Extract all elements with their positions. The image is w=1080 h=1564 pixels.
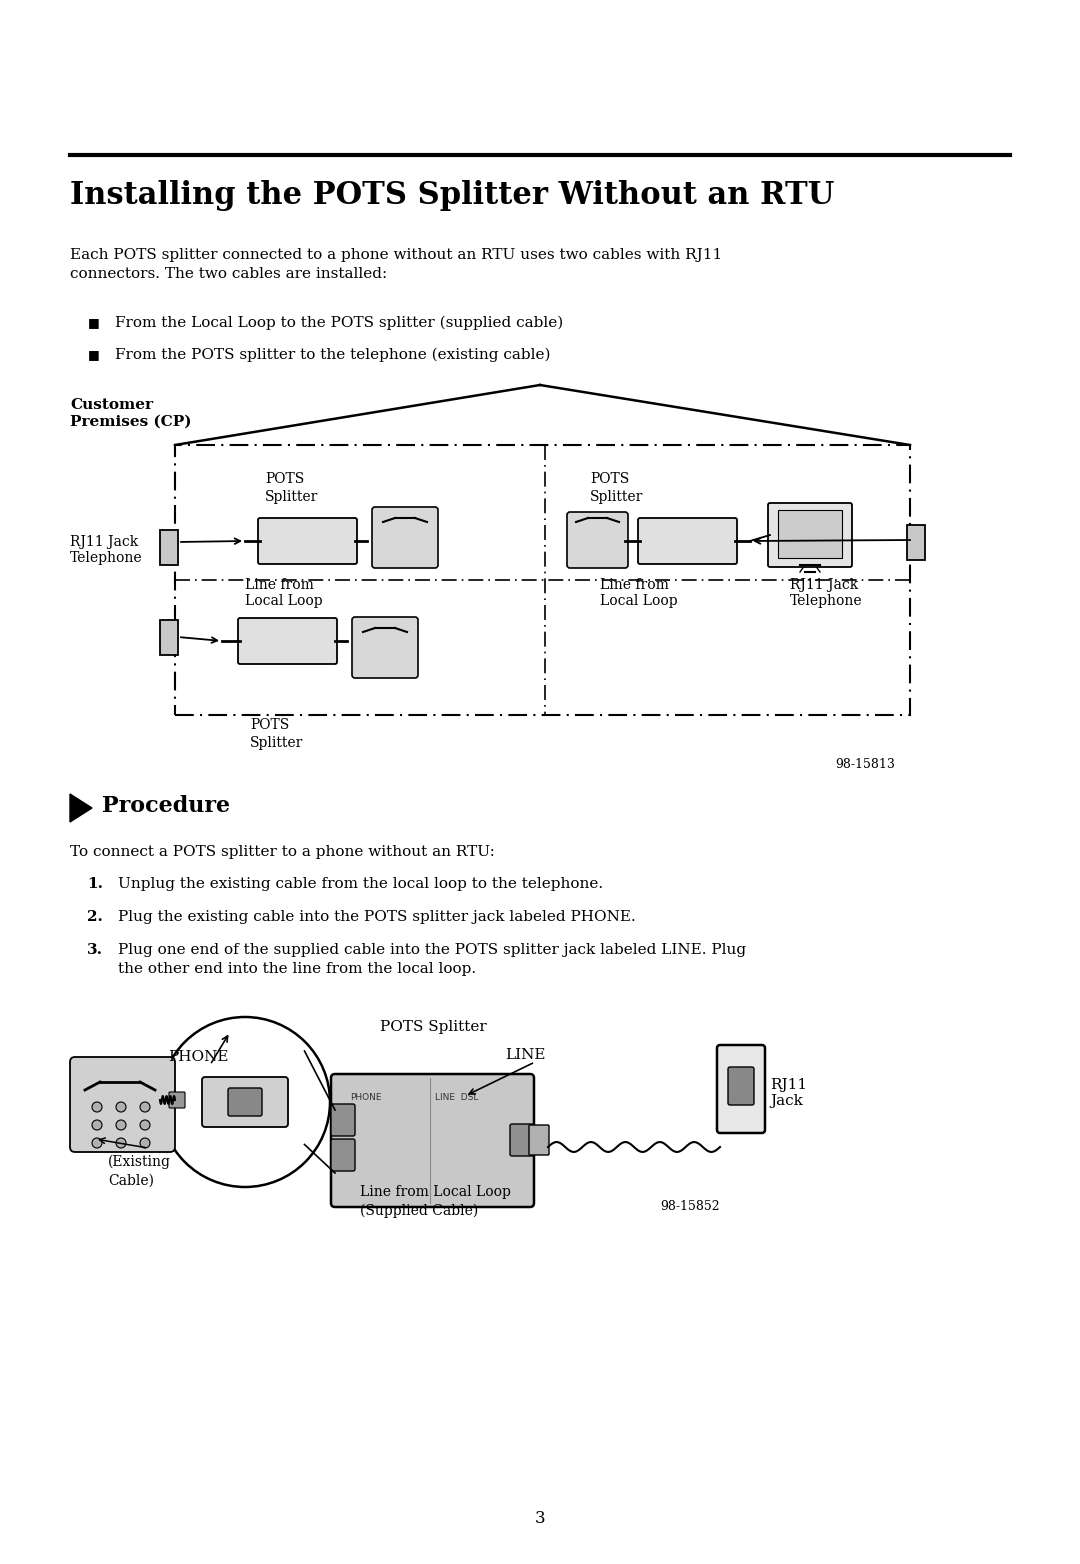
FancyBboxPatch shape: [168, 1092, 185, 1107]
Bar: [160, 530, 178, 565]
Text: 3.: 3.: [87, 943, 103, 957]
Circle shape: [116, 1139, 126, 1148]
Text: 98-15852: 98-15852: [660, 1200, 719, 1214]
Text: Customer
Premises (CP): Customer Premises (CP): [70, 397, 191, 429]
Text: Each POTS splitter connected to a phone without an RTU uses two cables with RJ11: Each POTS splitter connected to a phone …: [70, 249, 723, 282]
FancyBboxPatch shape: [728, 1067, 754, 1106]
Text: Plug one end of the supplied cable into the POTS splitter jack labeled LINE. Plu: Plug one end of the supplied cable into …: [118, 943, 746, 976]
Text: Installing the POTS Splitter Without an RTU: Installing the POTS Splitter Without an …: [70, 180, 834, 211]
FancyBboxPatch shape: [238, 618, 337, 665]
Text: 3: 3: [535, 1509, 545, 1526]
Text: Plug the existing cable into the POTS splitter jack labeled PHONE.: Plug the existing cable into the POTS sp…: [118, 910, 636, 924]
FancyBboxPatch shape: [228, 1089, 262, 1117]
Text: LINE  DSL: LINE DSL: [435, 1093, 478, 1103]
FancyBboxPatch shape: [372, 507, 438, 568]
Circle shape: [140, 1120, 150, 1131]
FancyBboxPatch shape: [202, 1078, 288, 1128]
Text: RJ11 Jack
Telephone: RJ11 Jack Telephone: [70, 535, 143, 565]
Circle shape: [140, 1139, 150, 1148]
FancyBboxPatch shape: [638, 518, 737, 565]
Text: Unplug the existing cable from the local loop to the telephone.: Unplug the existing cable from the local…: [118, 877, 603, 891]
Text: Procedure: Procedure: [102, 795, 230, 816]
Text: To connect a POTS splitter to a phone without an RTU:: To connect a POTS splitter to a phone wi…: [70, 845, 495, 859]
Text: LINE: LINE: [505, 1048, 545, 1062]
Circle shape: [140, 1103, 150, 1112]
Circle shape: [116, 1103, 126, 1112]
Bar: [907, 526, 924, 560]
Text: Splitter: Splitter: [590, 490, 644, 504]
Text: POTS Splitter: POTS Splitter: [380, 1020, 487, 1034]
Text: ■: ■: [87, 349, 99, 361]
Text: 2.: 2.: [87, 910, 103, 924]
Text: 98-15813: 98-15813: [835, 759, 895, 771]
Text: RJ11
Jack: RJ11 Jack: [770, 1078, 807, 1109]
Text: Line from
Local Loop: Line from Local Loop: [600, 579, 677, 608]
FancyBboxPatch shape: [70, 1057, 175, 1153]
Circle shape: [160, 1017, 330, 1187]
Circle shape: [92, 1120, 102, 1131]
Text: Line from Local Loop
(Supplied Cable): Line from Local Loop (Supplied Cable): [360, 1186, 511, 1218]
Circle shape: [92, 1103, 102, 1112]
Text: POTS: POTS: [249, 718, 289, 732]
Bar: [175, 446, 910, 715]
Text: RJ11 Jack
Telephone: RJ11 Jack Telephone: [789, 579, 863, 608]
Text: 1.: 1.: [87, 877, 103, 891]
FancyBboxPatch shape: [510, 1125, 534, 1156]
FancyBboxPatch shape: [258, 518, 357, 565]
FancyBboxPatch shape: [529, 1125, 549, 1154]
Text: POTS: POTS: [265, 472, 305, 486]
Text: PHONE: PHONE: [350, 1093, 381, 1103]
FancyBboxPatch shape: [330, 1139, 355, 1171]
Text: POTS: POTS: [590, 472, 630, 486]
Text: Line from
Local Loop: Line from Local Loop: [245, 579, 323, 608]
Text: ■: ■: [87, 316, 99, 328]
Polygon shape: [70, 795, 92, 823]
Text: From the POTS splitter to the telephone (existing cable): From the POTS splitter to the telephone …: [114, 349, 551, 363]
FancyBboxPatch shape: [330, 1104, 355, 1135]
Text: From the Local Loop to the POTS splitter (supplied cable): From the Local Loop to the POTS splitter…: [114, 316, 564, 330]
Circle shape: [116, 1120, 126, 1131]
Text: Splitter: Splitter: [249, 737, 303, 751]
Circle shape: [92, 1139, 102, 1148]
Text: PHONE: PHONE: [168, 1049, 229, 1064]
Text: (Existing
Cable): (Existing Cable): [108, 1154, 171, 1187]
FancyBboxPatch shape: [352, 618, 418, 679]
FancyBboxPatch shape: [768, 504, 852, 568]
Text: Splitter: Splitter: [265, 490, 319, 504]
Bar: [778, 510, 842, 558]
FancyBboxPatch shape: [567, 511, 627, 568]
FancyBboxPatch shape: [330, 1074, 534, 1207]
Bar: [160, 619, 178, 655]
FancyBboxPatch shape: [717, 1045, 765, 1132]
